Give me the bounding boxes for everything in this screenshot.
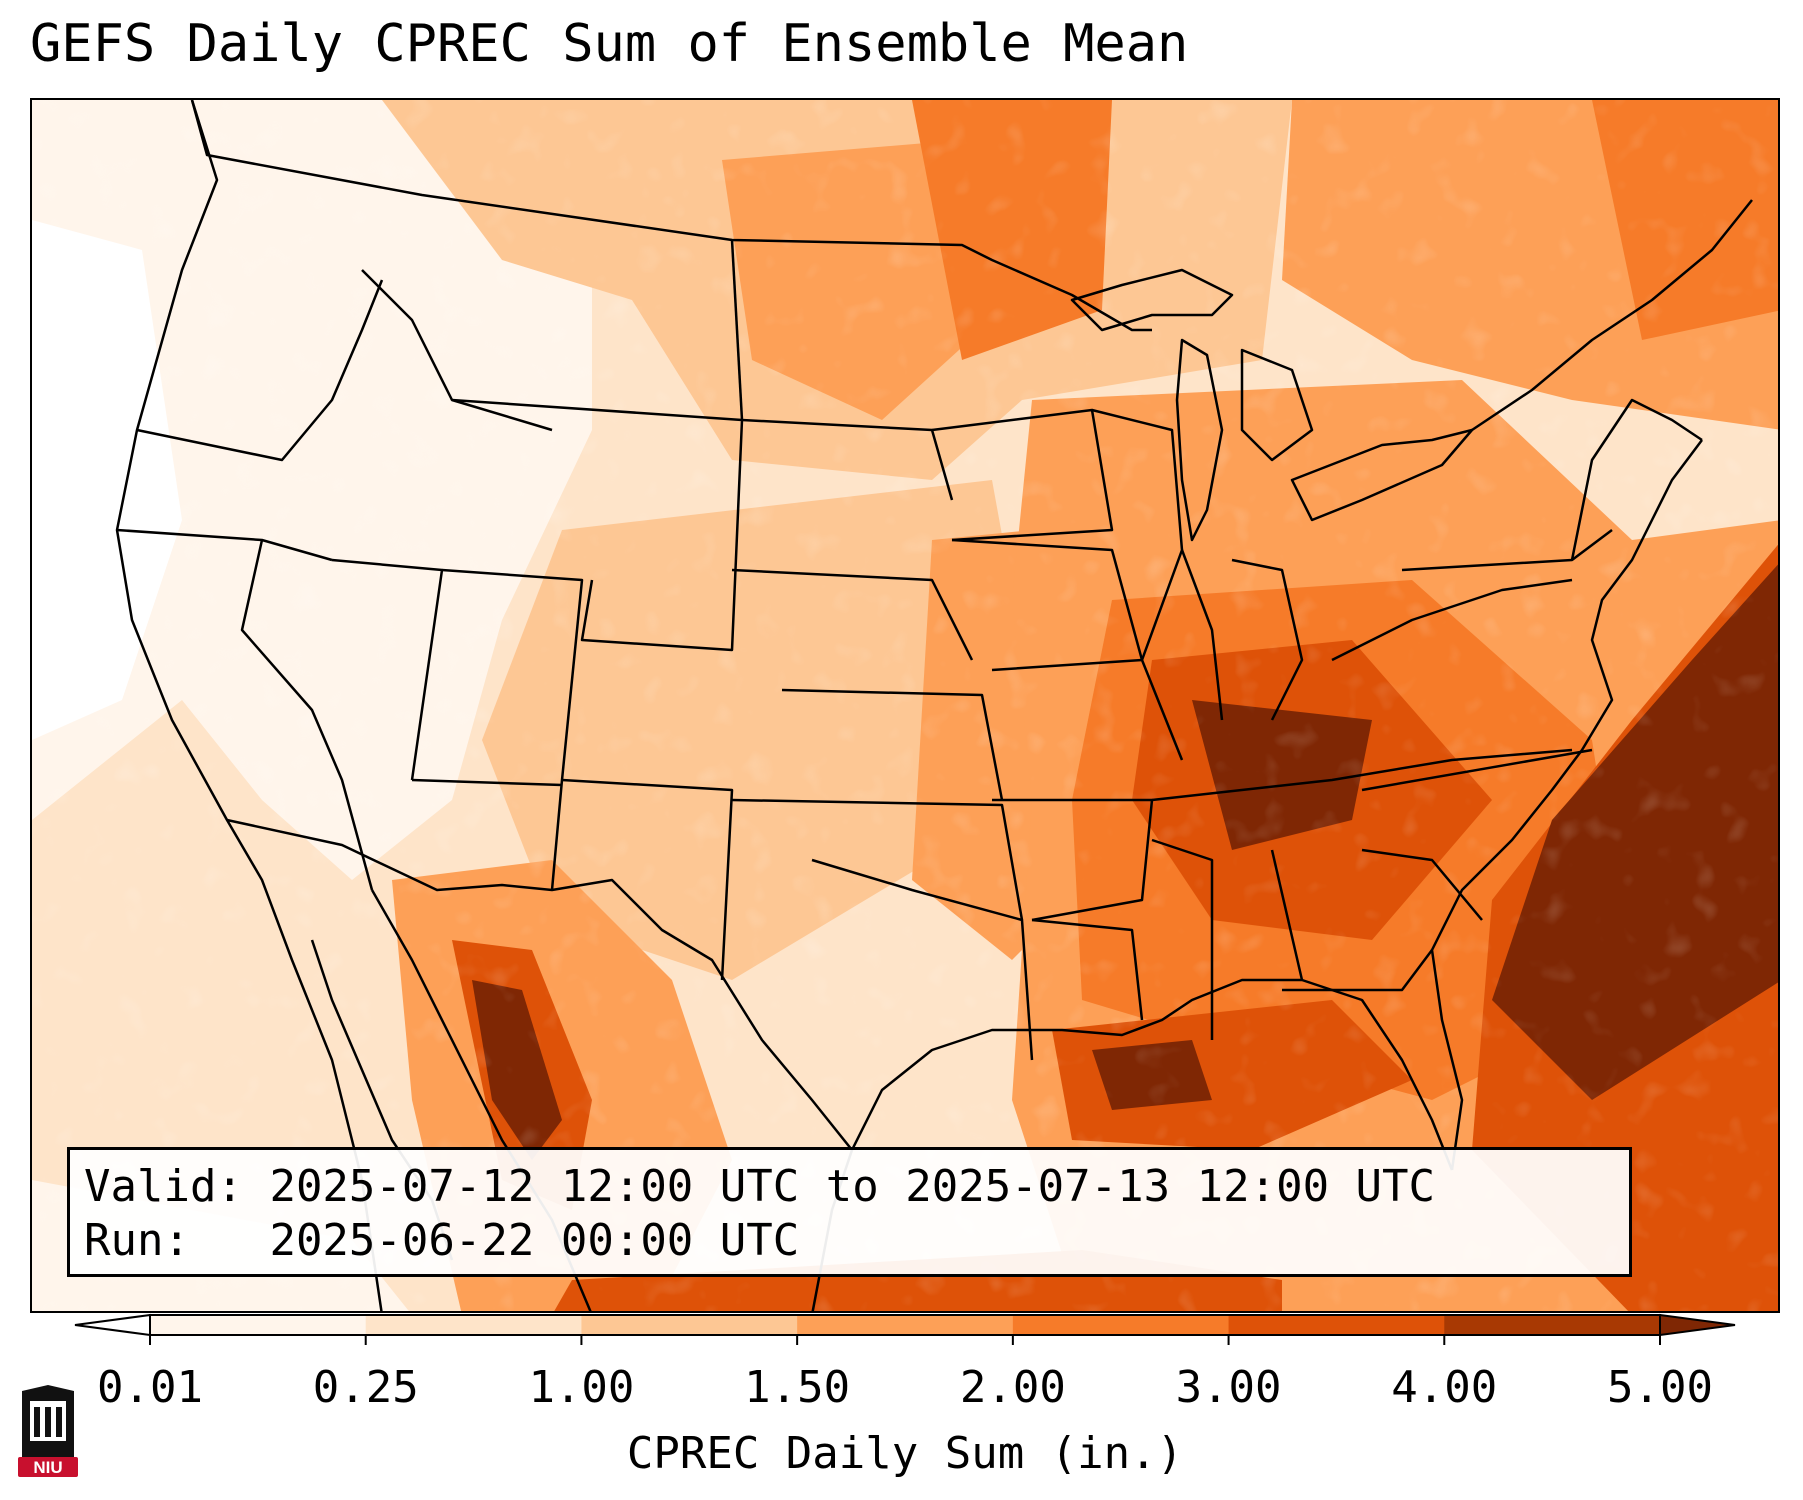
border-us-canada — [190, 100, 1152, 332]
colorbar-tick-label: 0.01 — [97, 1362, 203, 1413]
coastline-atlantic — [1430, 439, 1703, 1171]
state-ne-ks — [781, 688, 1004, 801]
border-us-mexico — [226, 818, 853, 1151]
state-new-england — [1570, 398, 1703, 561]
colorbar — [74, 1313, 1736, 1345]
colorbar-segment — [1444, 1315, 1661, 1335]
state-ut-co — [441, 568, 584, 891]
run-row: Run: 2025-06-22 00:00 UTC — [84, 1214, 1615, 1268]
state-va-wv-pa — [1331, 578, 1573, 662]
map-panel[interactable] — [30, 98, 1780, 1313]
logo-text: NIU — [33, 1458, 62, 1477]
chart-title: GEFS Daily CPREC Sum of Ensemble Mean — [30, 14, 1189, 74]
valid-run-box: Valid: 2025-07-12 12:00 UTC to 2025-07-1… — [67, 1147, 1632, 1277]
coastline-west — [115, 100, 383, 1311]
state-az-nm — [411, 778, 563, 787]
state-mo-ar — [992, 798, 1154, 922]
state-mn-ia — [931, 408, 1114, 542]
colorbar-outline — [149, 1314, 1661, 1336]
colorbar-segment — [1012, 1315, 1230, 1335]
state-nc-va — [1361, 748, 1593, 792]
valid-row: Valid: 2025-07-12 12:00 UTC to 2025-07-1… — [84, 1160, 1615, 1214]
state-sd-ne — [731, 568, 974, 661]
state-ar-la — [1031, 918, 1144, 1021]
colorbar-segment — [581, 1315, 798, 1335]
logo-red-band — [18, 1457, 78, 1477]
state-ia-mo — [951, 538, 1144, 672]
precip-map[interactable] — [32, 100, 1780, 1313]
lake-erie-ontario — [1290, 428, 1474, 522]
state-ga-sc — [1361, 848, 1483, 921]
state-in-oh — [1231, 558, 1304, 721]
colorbar-over-arrow — [1659, 1313, 1736, 1337]
lake-huron — [1240, 348, 1314, 462]
colorbar-segment — [1228, 1315, 1445, 1335]
state-il-in — [1180, 549, 1224, 721]
colorbar-tick-label: 4.00 — [1391, 1362, 1498, 1413]
lake-michigan — [1175, 338, 1224, 542]
state-wa-or — [136, 279, 384, 462]
valid-value: 2025-07-12 12:00 UTC to 2025-07-13 12:00… — [269, 1161, 1436, 1212]
coastline-st-lawrence — [1471, 199, 1753, 432]
boundary-lines — [115, 100, 1753, 1311]
colorbar-under-arrow — [74, 1313, 151, 1337]
precip-texture — [32, 100, 1778, 1311]
state-mt-nd — [730, 239, 744, 421]
colorbar-label: CPREC Daily Sum (in.) — [626, 1428, 1184, 1479]
state-ky-tn — [1151, 748, 1573, 802]
colorbar-tick-label: 0.25 — [312, 1362, 419, 1413]
coastline-gulf — [850, 978, 1454, 1171]
valid-label: Valid: — [84, 1161, 243, 1212]
lake-superior — [1070, 268, 1234, 332]
state-ga-fl — [1282, 949, 1433, 992]
state-tn-ms-al — [1151, 838, 1214, 1040]
state-ok-tx — [811, 858, 1034, 1061]
niu-logo: NIU — [18, 1385, 78, 1477]
colorbar-tick-label: 3.00 — [1175, 1362, 1282, 1413]
run-value: 2025-06-22 00:00 UTC — [269, 1215, 800, 1266]
state-al-ga — [1270, 849, 1304, 981]
colorbar-segment — [365, 1315, 582, 1335]
colorbar-tick-label: 1.50 — [744, 1362, 851, 1413]
colorbar-segment — [150, 1315, 367, 1335]
run-label: Run: — [84, 1215, 190, 1266]
colorbar-tick-label: 2.00 — [959, 1362, 1066, 1413]
state-ca-nv — [240, 539, 374, 891]
state-id-mt — [361, 269, 553, 432]
state-ks-ok — [731, 798, 1024, 921]
colorbar-tick-label: 5.00 — [1607, 1362, 1713, 1413]
precip-field — [32, 100, 1778, 1311]
state-nm-tx — [561, 778, 734, 981]
colorbar-tick-label: 1.00 — [528, 1362, 635, 1413]
state-wy — [451, 398, 744, 652]
colorbar-segment — [797, 1315, 1014, 1335]
